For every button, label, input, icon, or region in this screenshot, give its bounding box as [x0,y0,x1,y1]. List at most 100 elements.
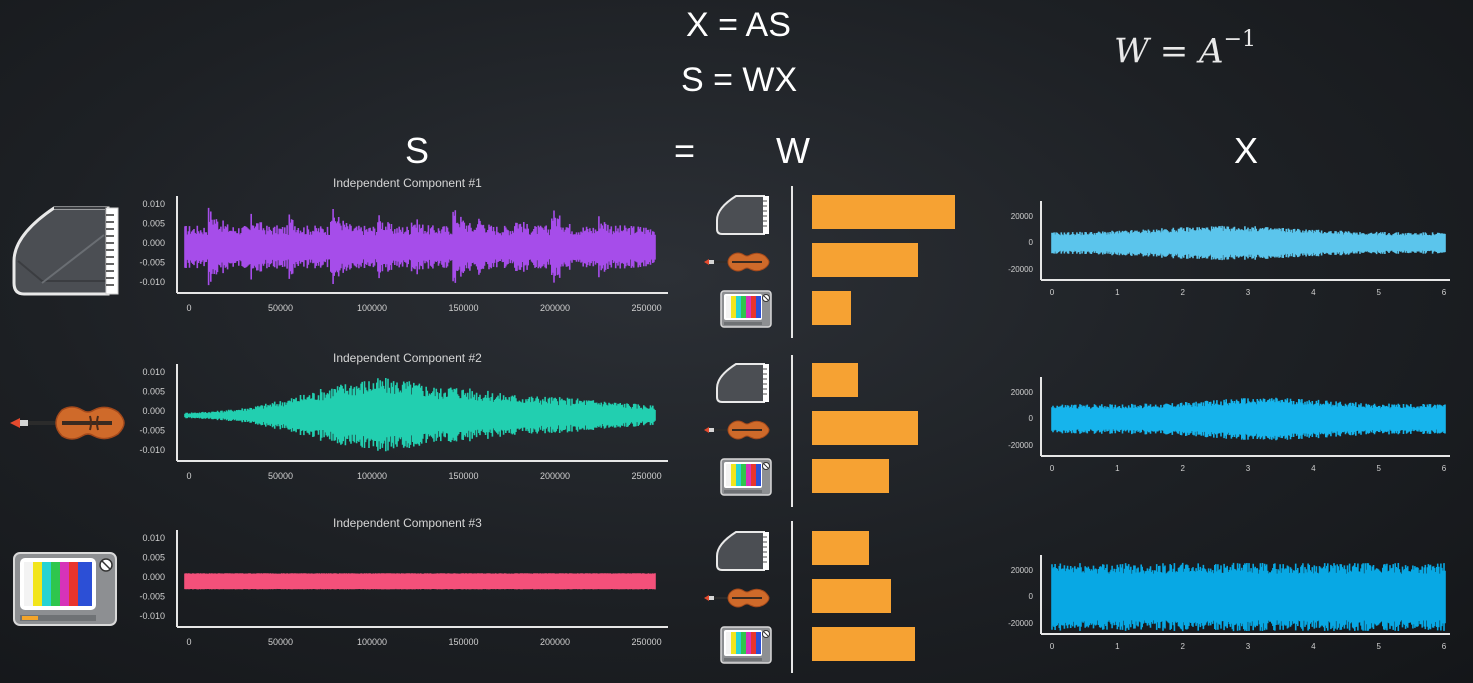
x-tick-label: 6 [1442,464,1447,473]
waveform-trace [1051,562,1446,632]
weight-bar [812,363,858,397]
equation-inverse-base: W = A [1114,31,1224,72]
x-tick-label: 50000 [268,303,293,313]
x-tick-label: 3 [1246,288,1251,297]
y-tick-label: 0.005 [142,219,165,229]
y-tick-label: 0 [1029,414,1034,423]
violin-icon [702,418,772,447]
y-tick-label: 0.010 [142,367,165,377]
y-tick-label: -20000 [1008,265,1033,274]
y-tick-label: 0.010 [142,533,165,543]
piano-icon [12,206,119,296]
weight-bar [812,243,918,277]
weight-bar [812,411,918,445]
weight-bar [812,627,915,661]
waveform-trace [1051,397,1446,441]
x-tick-label: 1 [1115,642,1120,651]
x-tick-label: 250000 [632,471,662,481]
y-tick-label: 0 [1029,238,1034,247]
x-tick-label: 3 [1246,464,1251,473]
y-tick-label: -0.010 [139,611,165,621]
x-tick-label: 100000 [357,303,387,313]
equation-inverse-exponent: −1 [1223,27,1257,52]
violin-icon [702,250,772,279]
x-tick-label: 6 [1442,642,1447,651]
x-tick-label: 2 [1180,288,1185,297]
header-s: S [405,130,430,171]
piano-icon [716,362,770,409]
component-1-waveform-chart: 0.010 0.005 0.000 -0.005 -0.010 0 50000 100000 1… [139,196,668,313]
piano-icon [716,530,770,577]
y-tick-label: -0.005 [139,592,165,602]
equation-mixing: X = AS [686,6,791,44]
x-tick-label: 5 [1376,642,1381,651]
weight-bar [812,579,891,613]
y-tick-label: 0 [1029,592,1034,601]
y-tick-label: 20000 [1011,566,1034,575]
mixture-1-waveform-chart: 20000 0 -20000 0 1 2 3 4 5 6 [1008,201,1450,297]
y-tick-label: 0.010 [142,199,165,209]
equation-inverse: W = A−1 [1114,27,1256,72]
waveform-trace [1051,225,1446,261]
x-tick-label: 0 [1050,642,1055,651]
mixture-2-waveform-chart: 20000 0 -20000 0 1 2 3 4 5 6 [1008,377,1450,473]
y-tick-label: 20000 [1011,212,1034,221]
x-tick-label: 200000 [540,303,570,313]
x-tick-label: 2 [1180,464,1185,473]
y-tick-label: -0.005 [139,258,165,268]
component-title-1: Independent Component #1 [333,176,482,190]
x-tick-label: 1 [1115,288,1120,297]
equation-unmixing: S = WX [681,61,798,99]
weight-bar [812,459,889,493]
weight-bar [812,291,851,325]
x-tick-label: 200000 [540,637,570,647]
y-tick-label: 0.000 [142,238,165,248]
y-tick-label: 0.005 [142,553,165,563]
x-tick-label: 0 [1050,464,1055,473]
header-w: W [776,130,810,171]
x-tick-label: 1 [1115,464,1120,473]
x-tick-label: 250000 [632,303,662,313]
x-tick-label: 100000 [357,637,387,647]
x-tick-label: 0 [186,637,191,647]
x-tick-label: 150000 [449,637,479,647]
x-tick-label: 4 [1311,464,1316,473]
piano-icon [716,194,770,241]
x-tick-label: 150000 [449,471,479,481]
tv-icon [720,626,772,669]
tv-icon [13,552,117,626]
x-tick-label: 6 [1442,288,1447,297]
weight-divider-3 [791,521,793,673]
x-tick-label: 0 [186,303,191,313]
header-equals: = [674,130,696,171]
violin-icon [10,406,125,440]
waveform-trace [184,207,656,286]
x-tick-label: 150000 [449,303,479,313]
x-tick-label: 3 [1246,642,1251,651]
x-tick-label: 250000 [632,637,662,647]
waveform-trace [184,573,656,590]
waveform-trace [184,378,656,452]
x-tick-label: 5 [1376,288,1381,297]
tv-icon [720,290,772,333]
x-tick-label: 0 [186,471,191,481]
component-2-waveform-chart: 0.010 0.005 0.000 -0.005 -0.010 0 50000 100000 1… [139,364,668,481]
weight-bar [812,531,869,565]
x-tick-label: 50000 [268,637,293,647]
y-tick-label: 0.000 [142,572,165,582]
y-tick-label: 20000 [1011,388,1034,397]
y-tick-label: -0.005 [139,426,165,436]
component-title-2: Independent Component #2 [333,351,482,365]
x-tick-label: 0 [1050,288,1055,297]
weight-bar [812,195,955,229]
x-tick-label: 5 [1376,464,1381,473]
violin-icon [702,586,772,615]
y-tick-label: -0.010 [139,445,165,455]
y-tick-label: -20000 [1008,441,1033,450]
x-tick-label: 200000 [540,471,570,481]
x-tick-label: 100000 [357,471,387,481]
x-tick-label: 4 [1311,288,1316,297]
x-tick-label: 4 [1311,642,1316,651]
component-3-waveform-chart: 0.010 0.005 0.000 -0.005 -0.010 0 50000 100000 1… [139,530,668,647]
x-tick-label: 2 [1180,642,1185,651]
